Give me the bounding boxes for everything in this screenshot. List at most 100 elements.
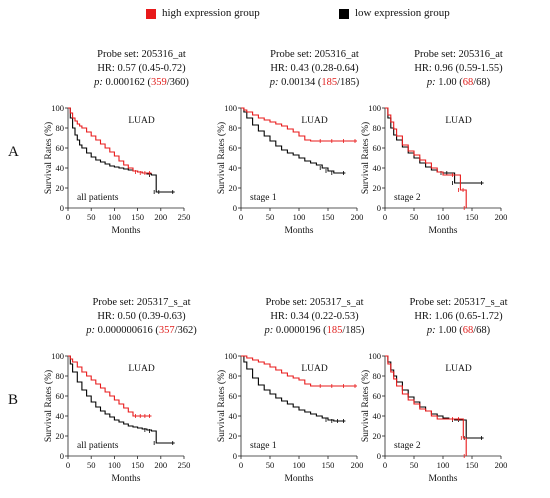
n-high: 357 (158, 325, 175, 336)
cohort-label: LUAD (445, 116, 472, 126)
probe-set-label: Probe set: 205317_s_at (265, 297, 364, 308)
x-tick-label: 0 (383, 212, 387, 222)
stats-line: HR: 1.06 (0.65-1.72) (367, 310, 550, 324)
x-axis-title: Months (111, 474, 140, 484)
n-high: 68 (462, 325, 474, 336)
km-panel: Probe set: 205316_at HR: 0.57 (0.45-0.72)… (43, 48, 233, 248)
km-panel: Probe set: 205317_s_at HR: 1.06 (0.65-1.7… (360, 296, 550, 496)
km-plot: 0 20 40 60 80 100 0 50 100 150 200 Months Survival R… (360, 103, 507, 236)
x-tick-label: 100 (108, 212, 121, 222)
p-prefix: p: (94, 77, 103, 88)
y-tick-label: 80 (229, 371, 238, 381)
x-tick-label: 150 (131, 460, 144, 470)
x-axis-title: Months (111, 226, 140, 236)
stats-line: p: 0.000000616 (357/362) (50, 324, 233, 338)
subgroup-label: all patients (77, 193, 119, 203)
x-tick-label: 200 (154, 460, 167, 470)
x-tick-label: 100 (108, 460, 121, 470)
hazard-ratio-label: HR: 0.43 (0.28-0.64) (270, 63, 359, 74)
y-tick-label: 20 (373, 183, 382, 193)
km-panel: Probe set: 205317_s_at HR: 0.50 (0.39-0.6… (43, 296, 233, 496)
p-value: 0.000162 ( (102, 77, 151, 88)
y-tick-label: 60 (229, 391, 238, 401)
x-tick-label: 200 (351, 212, 364, 222)
survival-curve-low (68, 107, 175, 193)
y-tick-label: 40 (373, 163, 382, 173)
x-tick-label: 50 (87, 460, 96, 470)
stats-line: Probe set: 205316_at (367, 48, 550, 62)
stats-line: Probe set: 205316_at (223, 48, 406, 62)
survival-curve-high (68, 107, 152, 174)
p-value: 0.000000616 ( (94, 325, 159, 336)
cohort-label: LUAD (301, 116, 328, 126)
stats-line: Probe set: 205316_at (50, 48, 233, 62)
km-panel: Probe set: 205316_at HR: 0.43 (0.28-0.64)… (216, 48, 406, 248)
stats-line: HR: 0.50 (0.39-0.63) (50, 310, 233, 324)
stats-line: p: 1.00 (68/68) (367, 324, 550, 338)
y-axis-title: Survival Rates (%) (360, 370, 371, 442)
y-tick-label: 40 (56, 163, 65, 173)
legend-swatch-high (146, 9, 156, 19)
p-prefix: p: (426, 77, 436, 88)
survival-curve-low (68, 355, 175, 444)
y-tick-label: 60 (373, 391, 382, 401)
y-axis-title: Survival Rates (%) (216, 370, 227, 442)
stats-line: Probe set: 205317_s_at (50, 296, 233, 310)
hazard-ratio-label: HR: 0.34 (0.22-0.53) (270, 311, 359, 322)
km-plot: 0 20 40 60 80 100 0 50 100 150 200 Months Survival R… (216, 351, 364, 484)
y-tick-label: 80 (229, 123, 238, 133)
y-tick-label: 100 (51, 351, 64, 361)
legend-label-low: low expression group (355, 7, 450, 19)
x-tick-label: 0 (239, 460, 243, 470)
x-tick-label: 200 (351, 460, 364, 470)
panel-stats: Probe set: 205317_s_at HR: 0.34 (0.22-0.5… (223, 296, 406, 338)
n-high: 359 (150, 77, 167, 88)
x-tick-label: 0 (383, 460, 387, 470)
probe-set-label: Probe set: 205316_at (97, 49, 186, 60)
stats-line: Probe set: 205317_s_at (367, 296, 550, 310)
x-tick-label: 0 (66, 460, 70, 470)
y-tick-label: 20 (373, 431, 382, 441)
panel-stats: Probe set: 205317_s_at HR: 1.06 (0.65-1.7… (367, 296, 550, 338)
subgroup-label: stage 1 (250, 441, 277, 451)
y-tick-label: 40 (229, 163, 238, 173)
p-prefix: p: (426, 325, 436, 336)
n-low: /362) (174, 325, 197, 336)
x-tick-label: 100 (437, 460, 450, 470)
y-tick-label: 60 (229, 143, 238, 153)
probe-set-label: Probe set: 205317_s_at (92, 297, 191, 308)
stats-line: HR: 0.57 (0.45-0.72) (50, 62, 233, 76)
y-axis-title: Survival Rates (%) (43, 122, 54, 194)
y-axis-title: Survival Rates (%) (43, 370, 54, 442)
probe-set-label: Probe set: 205317_s_at (409, 297, 508, 308)
hazard-ratio-label: HR: 0.50 (0.39-0.63) (97, 311, 186, 322)
subgroup-label: all patients (77, 441, 119, 451)
y-tick-label: 60 (56, 391, 65, 401)
y-axis-title: Survival Rates (%) (216, 122, 227, 194)
panel-stats: Probe set: 205317_s_at HR: 0.50 (0.39-0.6… (50, 296, 233, 338)
p-value: 1.00 ( (435, 77, 463, 88)
y-tick-label: 20 (56, 431, 65, 441)
y-tick-label: 60 (56, 143, 65, 153)
subgroup-label: stage 2 (394, 441, 421, 451)
x-tick-label: 0 (239, 212, 243, 222)
n-low: /68) (473, 325, 491, 336)
y-tick-label: 100 (51, 103, 64, 113)
p-prefix: p: (264, 325, 274, 336)
y-tick-label: 20 (56, 183, 65, 193)
y-tick-label: 20 (229, 183, 238, 193)
x-tick-label: 50 (266, 460, 275, 470)
y-tick-label: 80 (56, 371, 65, 381)
km-plot: 0 20 40 60 80 100 0 50 100 150 200 250 Months Surviva… (43, 103, 190, 236)
y-tick-label: 0 (60, 451, 64, 461)
survival-curve-low (241, 107, 346, 174)
km-plot: 0 20 40 60 80 100 0 50 100 150 200 Months Survival R… (360, 351, 507, 484)
n-high: 185 (326, 325, 343, 336)
km-plot: 0 20 40 60 80 100 0 50 100 150 200 250 Months Surviva… (43, 351, 190, 484)
x-axis-title: Months (284, 474, 313, 484)
km-panel: Probe set: 205316_at HR: 0.96 (0.59-1.55)… (360, 48, 550, 248)
x-axis-title: Months (428, 474, 457, 484)
panel-stats: Probe set: 205316_at HR: 0.43 (0.28-0.64)… (223, 48, 406, 90)
x-tick-label: 200 (154, 212, 167, 222)
subgroup-label: stage 2 (394, 193, 421, 203)
